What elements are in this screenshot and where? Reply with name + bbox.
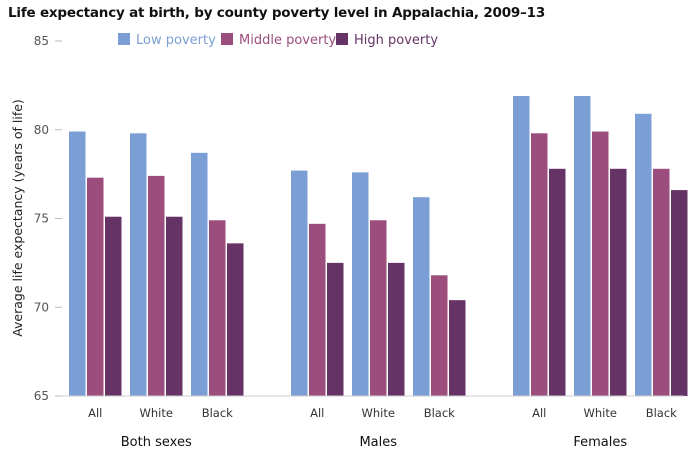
bar: [130, 133, 147, 397]
bar: [635, 113, 652, 397]
bar: [671, 190, 688, 396]
category-label: Black: [646, 406, 677, 420]
legend-swatch: [118, 33, 130, 45]
legend-swatch: [221, 33, 233, 45]
bar: [291, 170, 308, 396]
bar: [549, 168, 566, 396]
bar: [191, 152, 208, 396]
category-label: All: [532, 406, 546, 420]
legend-swatch: [336, 33, 348, 45]
bar: [148, 175, 165, 396]
legend-label: High poverty: [354, 33, 438, 48]
bar: [370, 220, 387, 396]
bar: [574, 96, 591, 397]
bar: [653, 168, 670, 396]
legend-label: Low poverty: [136, 33, 216, 48]
legend-label: Middle poverty: [239, 33, 336, 48]
category-label: White: [584, 406, 617, 420]
bar: [352, 172, 369, 396]
bar: [87, 177, 104, 396]
category-label: White: [140, 406, 173, 420]
group-label: Both sexes: [121, 435, 192, 450]
bar: [449, 300, 466, 396]
y-tick-label: 70: [34, 300, 49, 314]
bar: [388, 262, 405, 396]
bar: [327, 262, 344, 396]
bar: [610, 168, 627, 396]
bar: [592, 131, 609, 396]
bar: [227, 243, 244, 396]
bar: [105, 216, 122, 396]
y-tick-label: 75: [34, 212, 49, 226]
bar: [513, 96, 530, 397]
group-label: Males: [359, 435, 397, 450]
category-label: Black: [424, 406, 455, 420]
chart-title: Life expectancy at birth, by county pove…: [8, 5, 546, 21]
category-label: All: [88, 406, 102, 420]
bar: [209, 220, 226, 396]
category-label: White: [362, 406, 395, 420]
bar: [309, 223, 326, 396]
y-tick-label: 80: [34, 123, 49, 137]
bar: [413, 197, 430, 396]
bar: [431, 275, 448, 396]
bar: [531, 133, 548, 397]
group-label: Females: [573, 435, 627, 450]
category-label: Black: [202, 406, 233, 420]
bar: [69, 131, 86, 396]
y-tick-label: 65: [34, 389, 49, 403]
y-axis-label: Average life expectancy (years of life): [10, 99, 25, 337]
y-tick-label: 85: [34, 34, 49, 48]
category-label: All: [310, 406, 324, 420]
bar: [166, 216, 183, 396]
